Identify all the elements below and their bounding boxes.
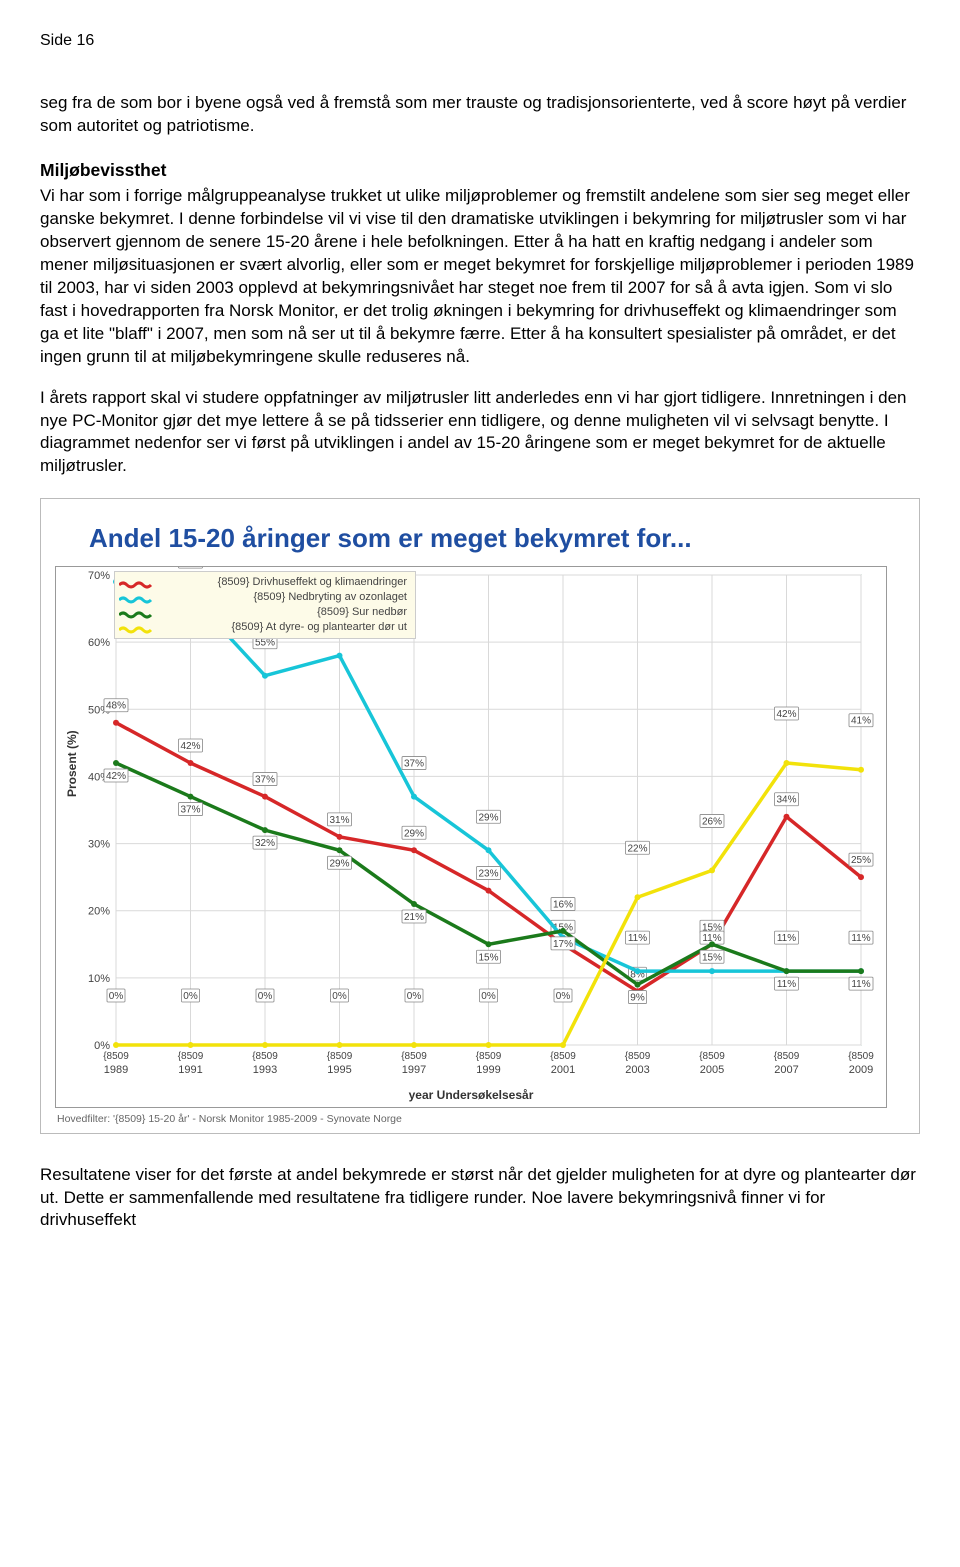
svg-text:{8509: {8509 — [774, 1051, 800, 1062]
svg-text:41%: 41% — [851, 716, 871, 727]
svg-text:{8509: {8509 — [178, 1051, 204, 1062]
chart-body: {8509} Drivhuseffekt og klimaendringer{8… — [55, 566, 887, 1108]
svg-text:42%: 42% — [776, 709, 796, 720]
svg-text:16%: 16% — [553, 900, 573, 911]
svg-text:32%: 32% — [255, 839, 275, 850]
svg-text:11%: 11% — [777, 980, 796, 991]
svg-text:31%: 31% — [329, 815, 349, 826]
svg-text:60%: 60% — [88, 638, 110, 650]
svg-text:{8509: {8509 — [550, 1051, 576, 1062]
svg-text:30%: 30% — [88, 839, 110, 851]
svg-text:29%: 29% — [404, 829, 424, 840]
svg-text:55%: 55% — [255, 638, 275, 649]
svg-text:1991: 1991 — [178, 1064, 202, 1076]
paragraph-1: seg fra de som bor i byene også ved å fr… — [40, 92, 920, 138]
svg-text:0%: 0% — [258, 991, 273, 1002]
chart-title: Andel 15-20 åringer som er meget bekymre… — [89, 521, 905, 556]
legend-item: {8509} Sur nedbør — [119, 605, 409, 620]
svg-text:22%: 22% — [627, 844, 647, 855]
svg-text:1997: 1997 — [402, 1064, 426, 1076]
svg-text:37%: 37% — [404, 759, 424, 770]
svg-text:48%: 48% — [106, 701, 126, 712]
svg-text:34%: 34% — [776, 795, 796, 806]
heading-miljobevissthet: Miljøbevissthet — [40, 159, 920, 183]
svg-text:70%: 70% — [88, 570, 110, 582]
svg-text:15%: 15% — [478, 953, 498, 964]
legend-item: {8509} Drivhuseffekt og klimaendringer — [119, 575, 409, 590]
x-axis-label: year Undersøkelsesår — [409, 1087, 534, 1103]
svg-text:2003: 2003 — [625, 1064, 649, 1076]
svg-text:0%: 0% — [332, 991, 347, 1002]
chart-legend: {8509} Drivhuseffekt og klimaendringer{8… — [114, 571, 416, 639]
chart-svg: 0%10%20%30%40%50%60%70%{85091989{8509199… — [56, 567, 886, 1107]
svg-text:{8509: {8509 — [252, 1051, 278, 1062]
svg-text:{8509: {8509 — [848, 1051, 874, 1062]
svg-text:2005: 2005 — [700, 1064, 724, 1076]
svg-text:{8509: {8509 — [103, 1051, 129, 1062]
svg-text:{8509: {8509 — [327, 1051, 353, 1062]
svg-text:0%: 0% — [556, 991, 571, 1002]
svg-text:25%: 25% — [851, 856, 871, 867]
legend-item: {8509} At dyre- og plantearter dør ut — [119, 620, 409, 635]
svg-text:37%: 37% — [255, 775, 275, 786]
svg-text:2009: 2009 — [849, 1064, 873, 1076]
svg-text:2007: 2007 — [774, 1064, 798, 1076]
legend-item: {8509} Nedbryting av ozonlaget — [119, 590, 409, 605]
svg-text:11%: 11% — [777, 934, 796, 945]
svg-text:1993: 1993 — [253, 1064, 277, 1076]
svg-text:{8509: {8509 — [476, 1051, 502, 1062]
svg-text:21%: 21% — [404, 912, 424, 923]
svg-text:23%: 23% — [478, 869, 498, 880]
svg-text:1989: 1989 — [104, 1064, 128, 1076]
svg-text:0%: 0% — [481, 991, 496, 1002]
svg-text:2001: 2001 — [551, 1064, 575, 1076]
svg-text:9%: 9% — [630, 993, 645, 1004]
svg-text:15%: 15% — [702, 953, 722, 964]
svg-text:10%: 10% — [88, 973, 110, 985]
paragraph-4: Resultatene viser for det første at ande… — [40, 1164, 920, 1233]
svg-text:1995: 1995 — [327, 1064, 351, 1076]
page-number: Side 16 — [40, 30, 920, 52]
chart-footer: Hovedfilter: '{8509} 15-20 år' - Norsk M… — [57, 1112, 905, 1126]
svg-text:26%: 26% — [702, 817, 722, 828]
svg-text:11%: 11% — [851, 980, 870, 991]
svg-text:0%: 0% — [407, 991, 422, 1002]
svg-text:1999: 1999 — [476, 1064, 500, 1076]
svg-text:17%: 17% — [553, 939, 573, 950]
svg-text:{8509: {8509 — [699, 1051, 725, 1062]
y-axis-label: Prosent (%) — [64, 731, 80, 798]
svg-text:29%: 29% — [478, 813, 498, 824]
svg-text:0%: 0% — [109, 991, 124, 1002]
svg-text:0%: 0% — [183, 991, 198, 1002]
svg-text:{8509: {8509 — [401, 1051, 427, 1062]
svg-text:{8509: {8509 — [625, 1051, 651, 1062]
chart-container: Andel 15-20 åringer som er meget bekymre… — [40, 498, 920, 1133]
paragraph-3: I årets rapport skal vi studere oppfatni… — [40, 387, 920, 479]
svg-text:37%: 37% — [180, 805, 200, 816]
svg-text:11%: 11% — [851, 934, 870, 945]
svg-text:42%: 42% — [106, 771, 126, 782]
svg-text:11%: 11% — [628, 934, 647, 945]
svg-text:42%: 42% — [180, 741, 200, 752]
paragraph-2: Vi har som i forrige målgruppeanalyse tr… — [40, 185, 920, 369]
svg-text:20%: 20% — [88, 906, 110, 918]
svg-text:67%: 67% — [180, 567, 200, 568]
svg-text:29%: 29% — [329, 859, 349, 870]
